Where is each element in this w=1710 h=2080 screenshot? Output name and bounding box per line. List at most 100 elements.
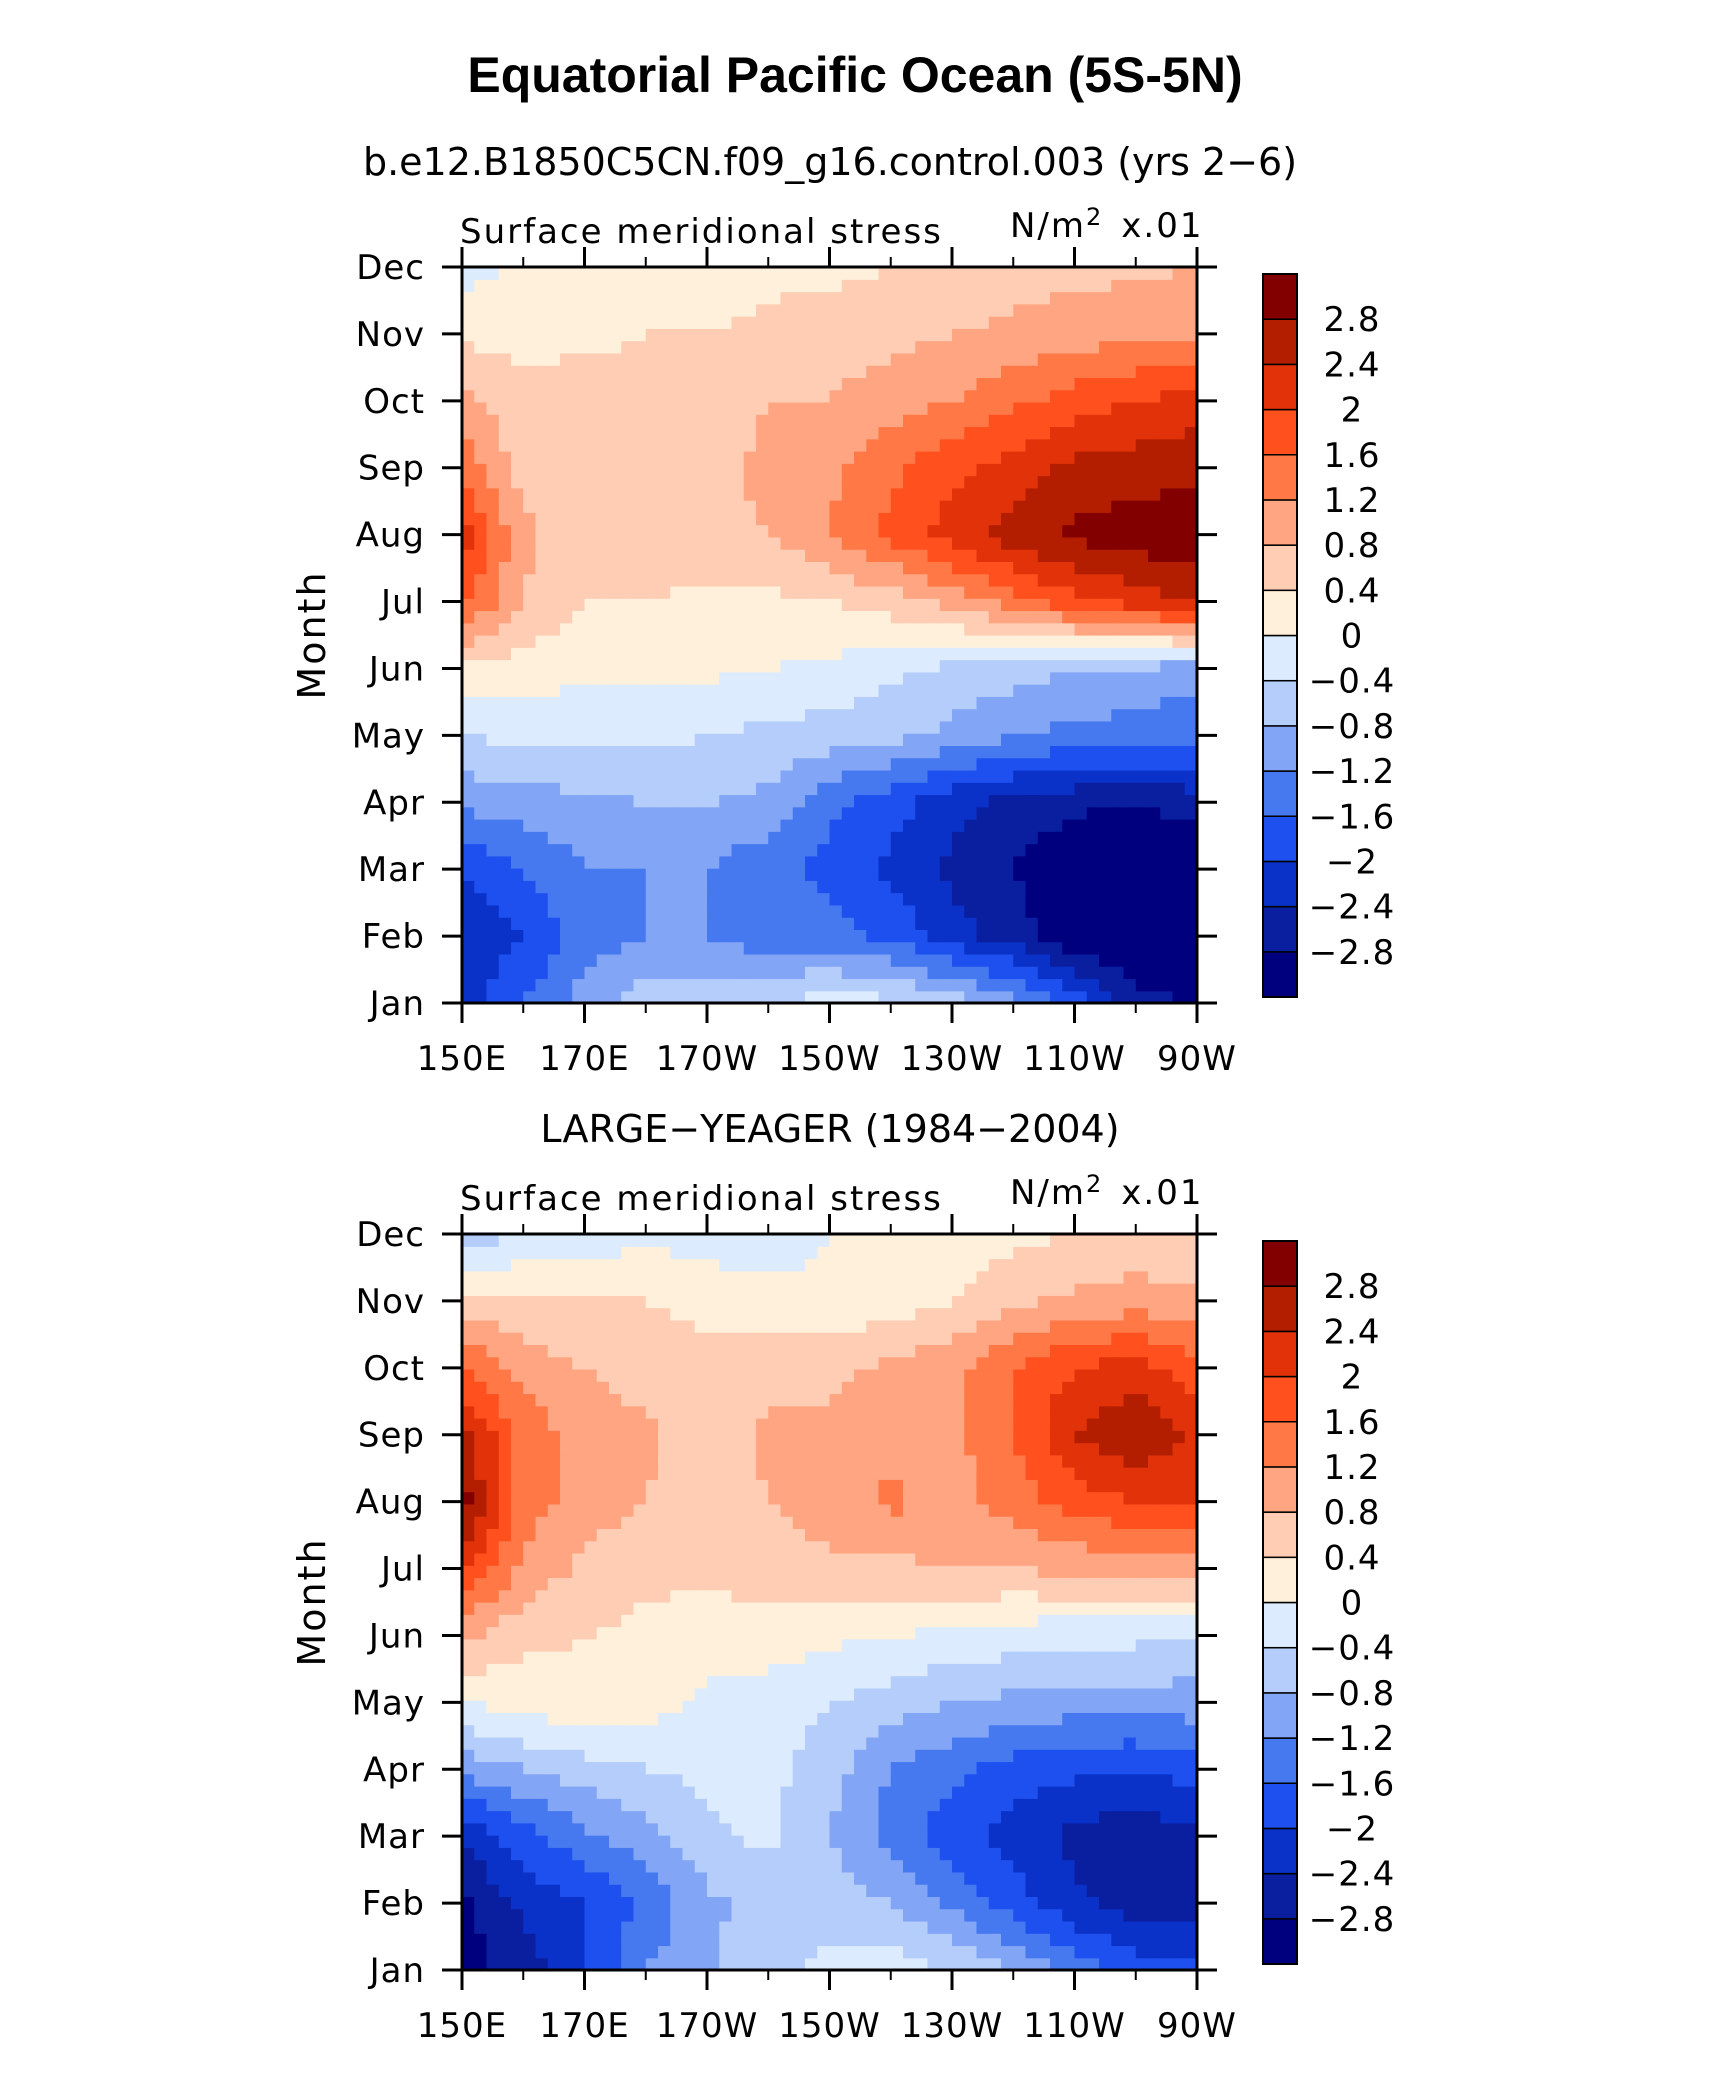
- contour-cell: [841, 733, 855, 746]
- contour-cell: [988, 316, 1002, 329]
- contour-cell: [939, 1773, 953, 1787]
- contour-cell: [743, 303, 757, 317]
- contour-cell: [1184, 598, 1198, 612]
- contour-cell: [658, 917, 671, 930]
- contour-cell: [1099, 1773, 1112, 1787]
- contour-cell: [903, 941, 916, 955]
- contour-cell: [596, 598, 610, 612]
- contour-cell: [621, 377, 635, 391]
- contour-cell: [890, 622, 904, 636]
- contour-cell: [1001, 684, 1014, 697]
- contour-cell: [805, 377, 818, 391]
- contour-cell: [903, 1761, 916, 1775]
- contour-cell: [743, 316, 757, 329]
- contour-cell: [596, 769, 610, 783]
- contour-cell: [805, 451, 818, 464]
- contour-cell: [621, 598, 635, 612]
- contour-cell: [1111, 1835, 1125, 1848]
- contour-cell: [878, 647, 892, 661]
- contour-cell: [768, 1920, 782, 1934]
- contour-cell: [903, 426, 916, 440]
- contour-cell: [474, 438, 488, 452]
- contour-cell: [731, 438, 745, 452]
- contour-cell: [866, 831, 880, 845]
- contour-cell: [829, 536, 843, 550]
- contour-cell: [927, 340, 941, 354]
- contour-cell: [584, 990, 598, 1004]
- contour-cell: [621, 843, 635, 857]
- contour-cell: [621, 573, 635, 587]
- contour-cell: [1013, 819, 1027, 832]
- contour-cell: [474, 745, 488, 759]
- contour-cell: [952, 598, 965, 612]
- contour-cell: [474, 757, 488, 771]
- contour-cell: [780, 1798, 794, 1812]
- contour-cell: [1086, 806, 1100, 820]
- contour-cell: [768, 782, 782, 796]
- contour-cell: [817, 1871, 831, 1885]
- contour-cell: [927, 426, 941, 440]
- contour-cell: [841, 671, 855, 685]
- contour-cell: [964, 267, 978, 280]
- contour-cell: [878, 708, 892, 722]
- contour-cell: [915, 966, 929, 980]
- contour-cell: [890, 1773, 904, 1787]
- contour-cell: [1025, 401, 1039, 415]
- contour-cell: [1123, 892, 1137, 906]
- contour-cell: [596, 610, 610, 624]
- contour-cell: [817, 512, 831, 526]
- contour-cell: [854, 647, 867, 661]
- contour-cell: [1135, 990, 1149, 1004]
- contour-cell: [952, 365, 965, 378]
- contour-cell: [866, 1786, 880, 1799]
- contour-cell: [719, 929, 733, 943]
- contour-cell: [1074, 536, 1088, 550]
- contour-cell: [854, 1749, 867, 1763]
- contour-cell: [878, 769, 892, 783]
- contour-cell: [841, 622, 855, 636]
- contour-cell: [609, 438, 622, 452]
- contour-cell: [498, 1896, 512, 1910]
- contour-cell: [731, 1712, 745, 1726]
- contour-cell: [915, 1908, 929, 1922]
- contour-cell: [817, 451, 831, 464]
- contour-cell: [609, 978, 622, 992]
- contour-cell: [805, 1773, 818, 1787]
- contour-cell: [1025, 340, 1039, 354]
- contour-cell: [560, 635, 573, 648]
- contour-cell: [1013, 782, 1027, 796]
- contour-cell: [964, 745, 978, 759]
- contour-cell: [952, 1908, 965, 1922]
- contour-cell: [498, 733, 512, 746]
- contour-cell: [1123, 414, 1137, 428]
- contour-cell: [743, 279, 757, 293]
- contour-cell: [792, 328, 806, 342]
- contour-cell: [694, 1871, 708, 1885]
- contour-cell: [560, 868, 573, 881]
- contour-cell: [1037, 1957, 1051, 1971]
- contour-cell: [915, 500, 929, 513]
- contour-cell: [1001, 635, 1014, 648]
- contour-cell: [682, 708, 696, 722]
- contour-cell: [976, 1945, 990, 1959]
- contour-cell: [1111, 487, 1125, 501]
- colorbar-swatch: [1262, 815, 1298, 863]
- contour-cell: [927, 610, 941, 624]
- contour-cell: [1111, 414, 1125, 428]
- contour-cell: [694, 696, 708, 710]
- contour-cell: [462, 647, 475, 661]
- contour-cell: [731, 1908, 745, 1922]
- contour-cell: [462, 267, 475, 280]
- contour-cell: [1148, 917, 1161, 930]
- contour-cell: [756, 1810, 769, 1824]
- contour-cell: [511, 659, 524, 673]
- contour-cell: [1001, 512, 1014, 526]
- contour-cell: [927, 524, 941, 538]
- contour-cell: [462, 1933, 475, 1947]
- contour-cell: [780, 1859, 794, 1873]
- contour-cell: [486, 610, 500, 624]
- contour-cell: [878, 463, 892, 477]
- contour-cell: [952, 352, 965, 366]
- contour-cell: [1074, 1908, 1088, 1922]
- contour-cell: [1148, 635, 1161, 648]
